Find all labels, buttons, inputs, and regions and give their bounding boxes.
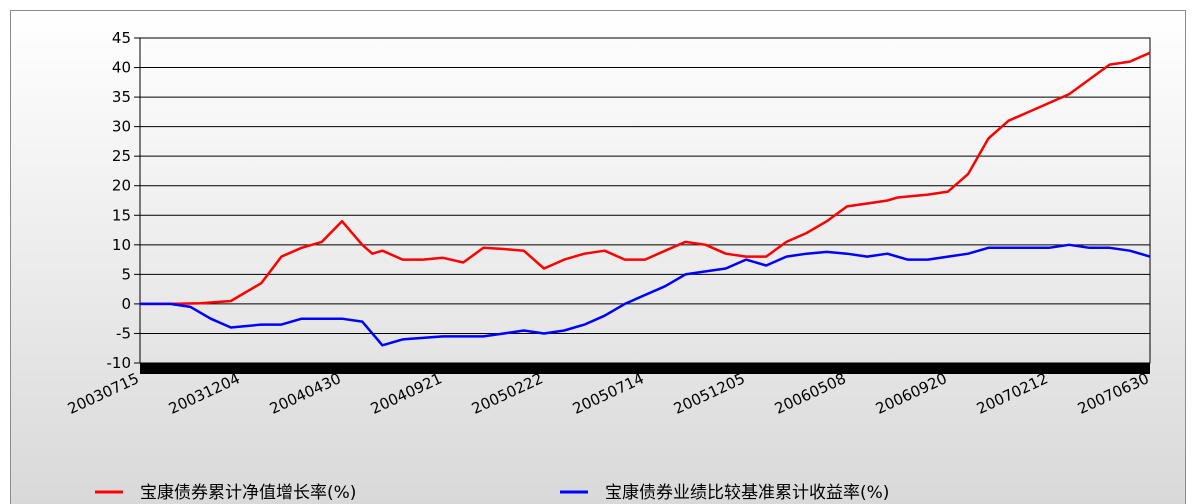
y-tick-label: -5 <box>116 324 131 342</box>
legend-label: 宝康债券业绩比较基准累计收益率(%) <box>605 483 889 503</box>
x-tick-label: 20030715 <box>65 369 142 418</box>
x-tick-label: 20060508 <box>772 369 849 418</box>
x-tick-label: 20040430 <box>267 369 344 418</box>
legend-label: 宝康债券累计净值增长率(%) <box>140 483 356 503</box>
series-line-2 <box>140 243 1151 347</box>
y-tick-label: 30 <box>112 118 131 136</box>
x-tick-label: 20051205 <box>671 369 748 418</box>
legend: 宝康债券累计净值增长率(%) 宝康债券业绩比较基准累计收益率(%) <box>95 483 889 503</box>
chart-frame <box>10 10 1186 504</box>
y-tick-label: 35 <box>112 88 131 106</box>
x-tick-label: 20031204 <box>166 369 243 418</box>
y-tick-label: 15 <box>112 206 131 224</box>
y-tick-label: 20 <box>112 177 131 195</box>
y-tick-label: 45 <box>112 29 131 47</box>
x-tick-label: 20060920 <box>873 369 950 418</box>
x-tick-label: 20050222 <box>469 369 546 418</box>
y-tick-label: -10 <box>107 354 132 372</box>
x-tick-label: 20050714 <box>570 369 647 418</box>
plot-border <box>139 37 1151 364</box>
y-tick-label: 25 <box>112 147 131 165</box>
x-tick-label: 20040921 <box>368 369 445 418</box>
x-tick-label: 20070212 <box>974 369 1051 418</box>
x-axis-bar <box>140 363 1150 374</box>
y-tick-label: 5 <box>121 265 131 283</box>
x-tick-label: 20070630 <box>1075 369 1152 418</box>
y-tick-label: 0 <box>121 295 131 313</box>
series-line-1 <box>140 51 1151 306</box>
y-tick-label: 10 <box>112 236 131 254</box>
y-tick-label: 40 <box>112 59 131 77</box>
